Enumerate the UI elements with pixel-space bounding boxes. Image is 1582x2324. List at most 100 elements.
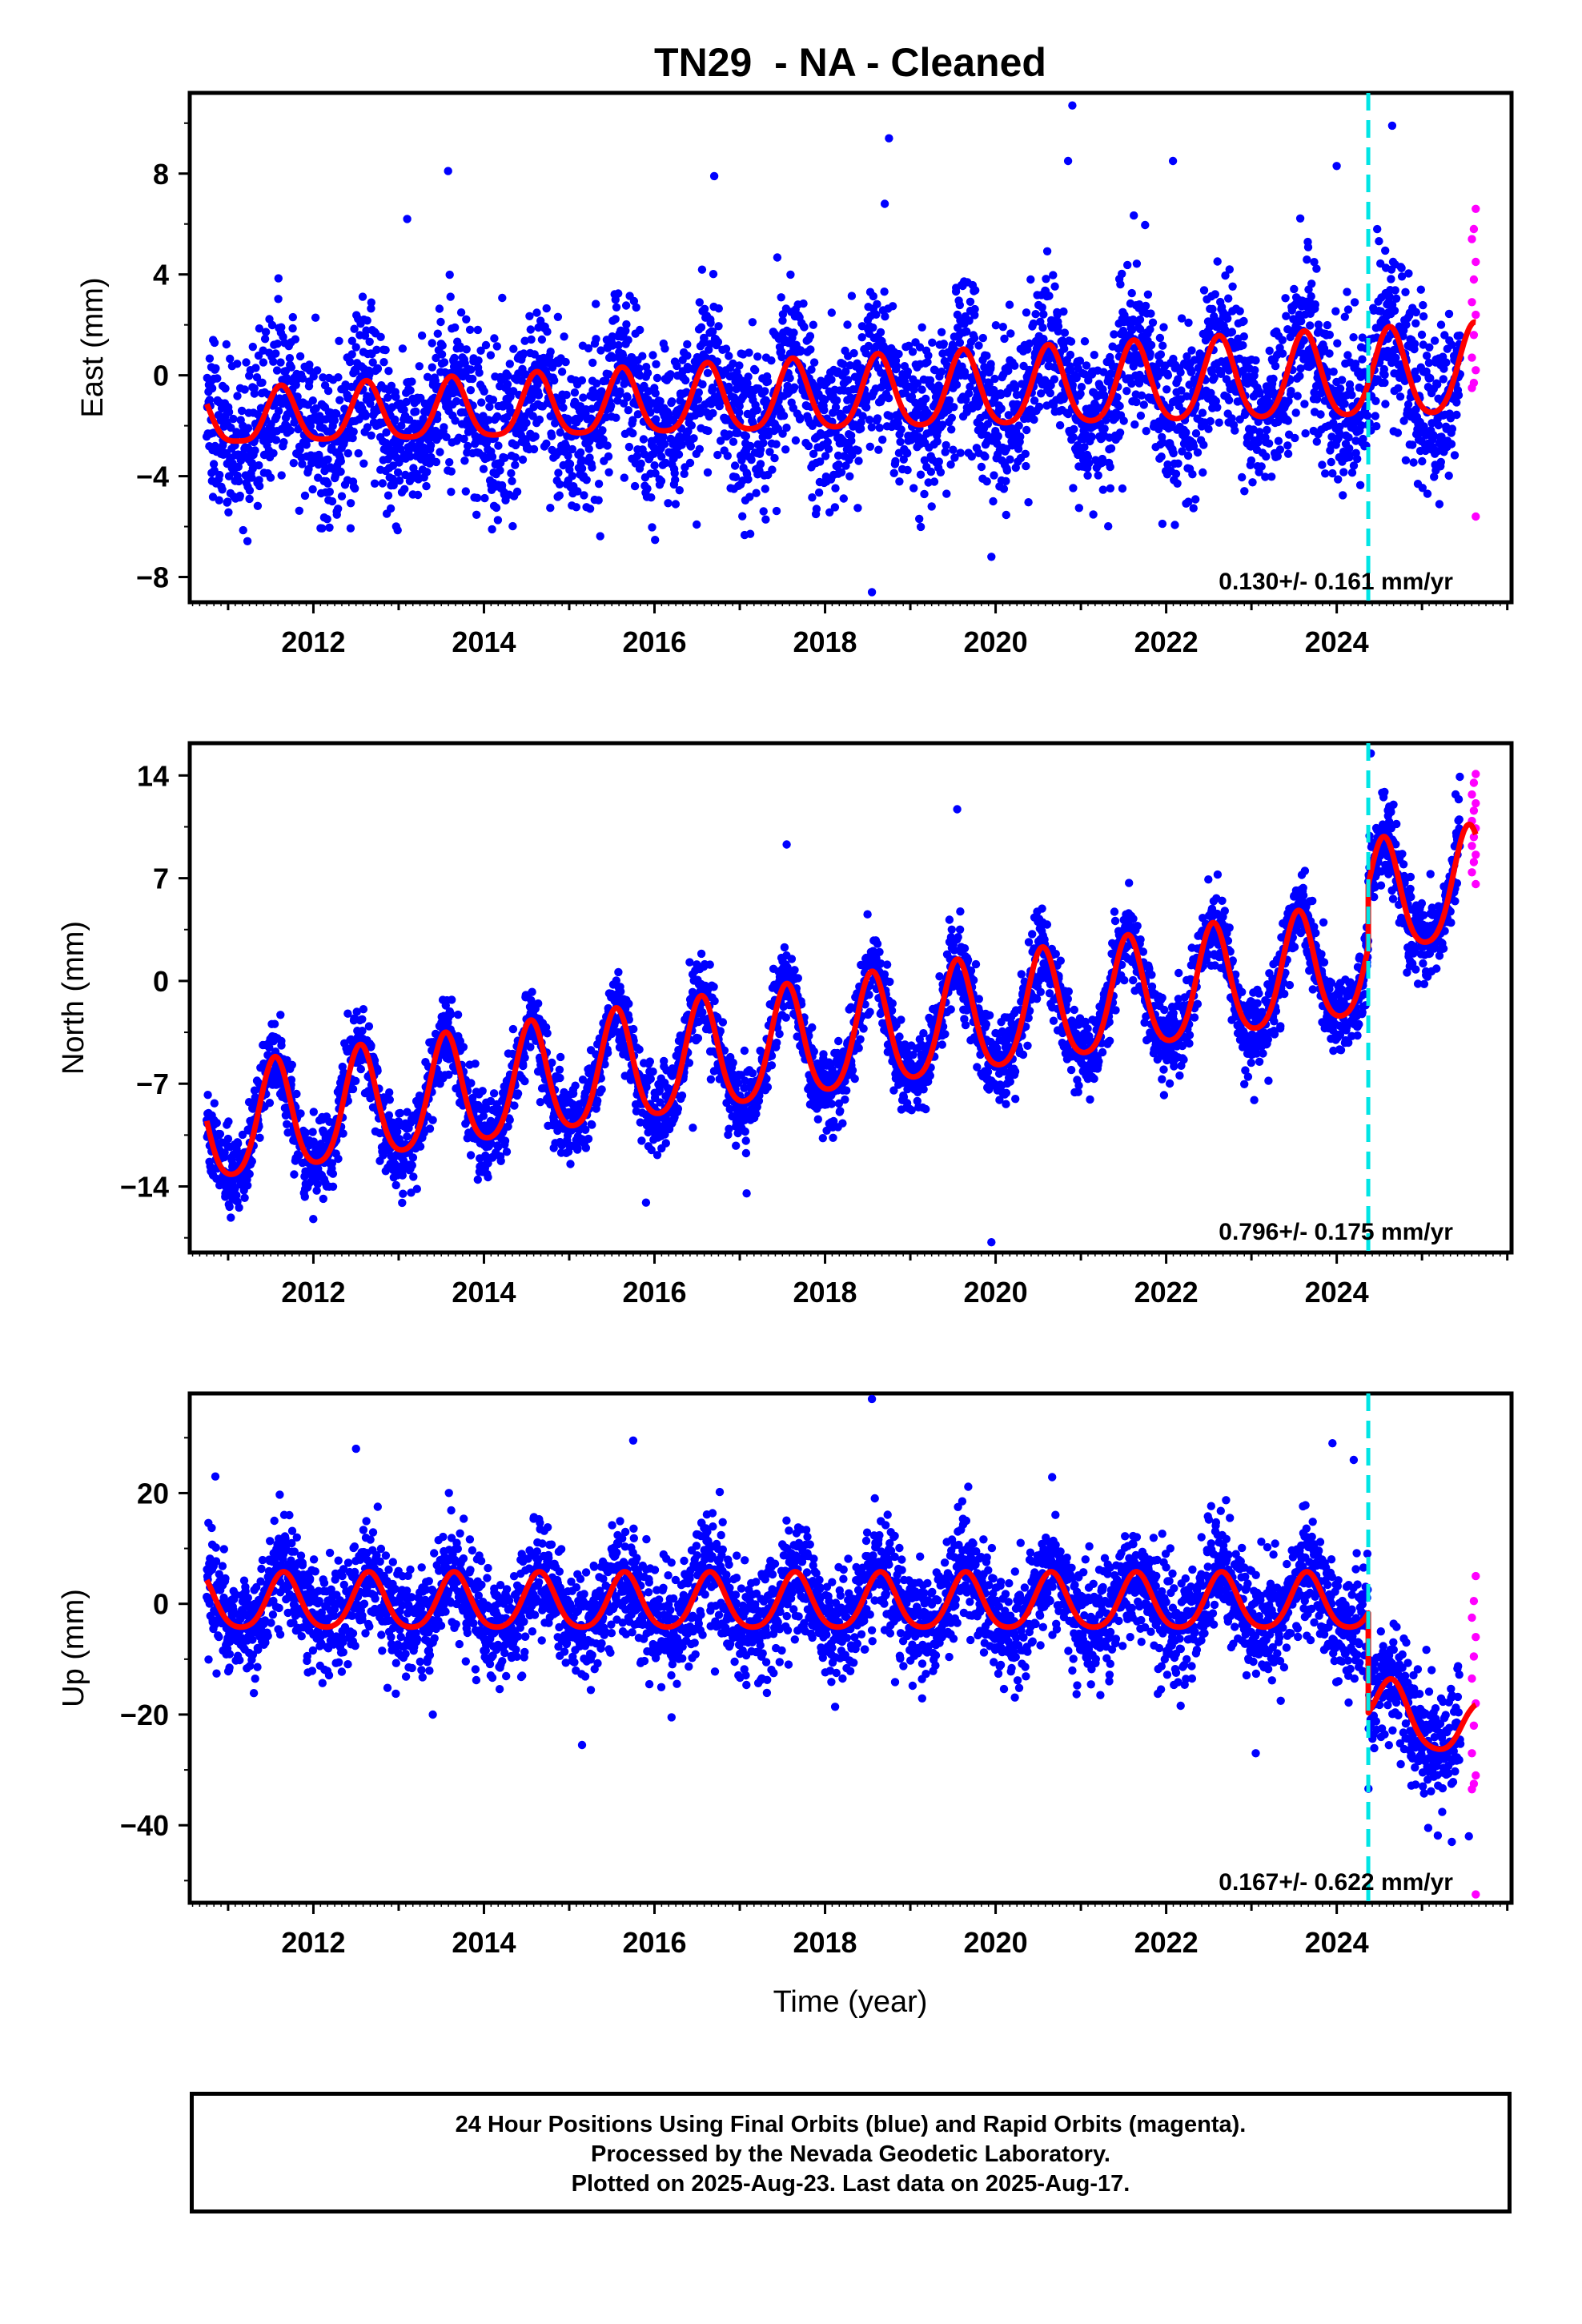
east-final-point bbox=[1136, 411, 1146, 420]
east-final-point bbox=[921, 394, 930, 404]
east-final-point bbox=[698, 380, 707, 389]
east-final-point bbox=[741, 432, 751, 440]
east-final-point bbox=[423, 468, 432, 476]
east-final-point bbox=[255, 476, 263, 485]
east-final-point bbox=[1325, 330, 1335, 340]
east-final-point bbox=[705, 340, 714, 348]
east-outlier-point bbox=[1063, 156, 1073, 166]
east-final-point bbox=[674, 450, 684, 459]
east-final-point bbox=[1371, 412, 1380, 420]
east-final-point bbox=[560, 332, 568, 341]
east-final-point bbox=[508, 521, 517, 531]
east-final-point bbox=[1447, 440, 1456, 448]
east-final-point bbox=[1176, 368, 1185, 377]
east-final-point bbox=[447, 488, 456, 497]
east-final-point bbox=[623, 393, 632, 402]
east-final-point bbox=[1026, 275, 1035, 284]
east-final-point bbox=[508, 476, 516, 485]
east-final-point bbox=[248, 342, 257, 352]
east-final-point bbox=[1301, 429, 1310, 438]
east-final-point bbox=[1350, 298, 1359, 307]
east-final-point bbox=[295, 445, 304, 454]
east-final-point bbox=[298, 460, 307, 468]
east-final-point bbox=[488, 525, 496, 534]
east-final-point bbox=[531, 432, 540, 441]
east-x-tick-label: 2024 bbox=[1305, 625, 1369, 658]
east-final-point bbox=[1022, 425, 1031, 435]
east-final-point bbox=[383, 393, 392, 402]
east-final-point bbox=[255, 481, 264, 491]
east-final-point bbox=[632, 452, 642, 460]
east-final-point bbox=[820, 405, 829, 415]
east-final-point bbox=[269, 357, 278, 366]
east-final-point bbox=[367, 431, 375, 440]
east-final-point bbox=[693, 520, 701, 529]
east-x-tick-label: 2014 bbox=[452, 625, 516, 658]
east-final-point bbox=[472, 510, 481, 519]
east-final-point bbox=[493, 516, 503, 525]
east-final-point bbox=[841, 367, 850, 376]
east-final-point bbox=[1031, 310, 1040, 319]
east-final-point bbox=[1087, 432, 1096, 441]
east-final-point bbox=[555, 491, 564, 500]
east-final-point bbox=[1263, 425, 1271, 435]
east-final-point bbox=[1340, 400, 1349, 408]
east-final-point bbox=[323, 479, 332, 488]
east-final-point bbox=[930, 366, 940, 375]
east-final-point bbox=[970, 304, 979, 314]
east-final-point bbox=[255, 460, 263, 470]
east-final-point bbox=[366, 400, 375, 408]
east-final-point bbox=[1187, 346, 1196, 355]
east-final-point bbox=[778, 429, 787, 438]
east-final-point bbox=[336, 467, 345, 476]
east-final-point bbox=[1269, 374, 1278, 384]
east-final-point bbox=[1030, 415, 1038, 424]
east-outlier-point bbox=[1387, 121, 1397, 131]
east-final-point bbox=[1411, 319, 1420, 328]
east-final-point bbox=[486, 351, 496, 360]
east-final-point bbox=[1080, 337, 1090, 346]
east-final-point bbox=[300, 491, 310, 501]
east-final-point bbox=[885, 412, 895, 420]
east-final-point bbox=[857, 333, 866, 342]
east-final-point bbox=[1174, 459, 1182, 468]
east-final-point bbox=[1291, 408, 1300, 417]
east-final-point bbox=[971, 286, 980, 295]
east-final-point bbox=[909, 484, 918, 493]
east-final-point bbox=[630, 481, 640, 491]
east-final-point bbox=[854, 456, 863, 465]
east-final-point bbox=[391, 392, 400, 401]
east-final-point bbox=[1141, 220, 1150, 230]
east-final-point bbox=[725, 352, 733, 360]
east-rapid-orbit-points bbox=[1468, 204, 1480, 521]
east-final-point bbox=[713, 450, 722, 460]
east-final-point bbox=[1004, 411, 1014, 420]
east-final-point bbox=[413, 490, 423, 500]
east-final-point bbox=[408, 377, 416, 386]
east-final-point bbox=[323, 386, 333, 396]
east-final-point bbox=[1002, 510, 1011, 520]
east-final-point bbox=[1059, 307, 1068, 316]
east-final-point bbox=[582, 476, 591, 485]
north-final-point bbox=[319, 1194, 327, 1204]
east-final-point bbox=[243, 537, 252, 545]
east-final-point bbox=[308, 396, 317, 405]
east-final-point bbox=[412, 407, 420, 416]
east-final-point bbox=[588, 463, 596, 472]
east-final-point bbox=[1439, 375, 1448, 384]
north-final-point bbox=[265, 1099, 275, 1108]
east-final-point bbox=[1347, 391, 1356, 400]
east-x-tick-label: 2012 bbox=[281, 625, 345, 658]
east-final-point bbox=[804, 441, 813, 451]
east-final-point bbox=[687, 421, 696, 430]
east-final-point bbox=[1323, 320, 1332, 330]
east-final-point bbox=[949, 445, 958, 454]
east-final-point bbox=[1380, 378, 1389, 388]
east-final-point bbox=[1436, 320, 1446, 329]
east-final-point bbox=[795, 415, 805, 424]
east-final-point bbox=[694, 388, 703, 397]
east-final-point bbox=[211, 364, 220, 373]
east-outlier-point bbox=[709, 171, 719, 181]
east-final-point bbox=[791, 436, 801, 445]
east-final-point bbox=[293, 392, 302, 401]
